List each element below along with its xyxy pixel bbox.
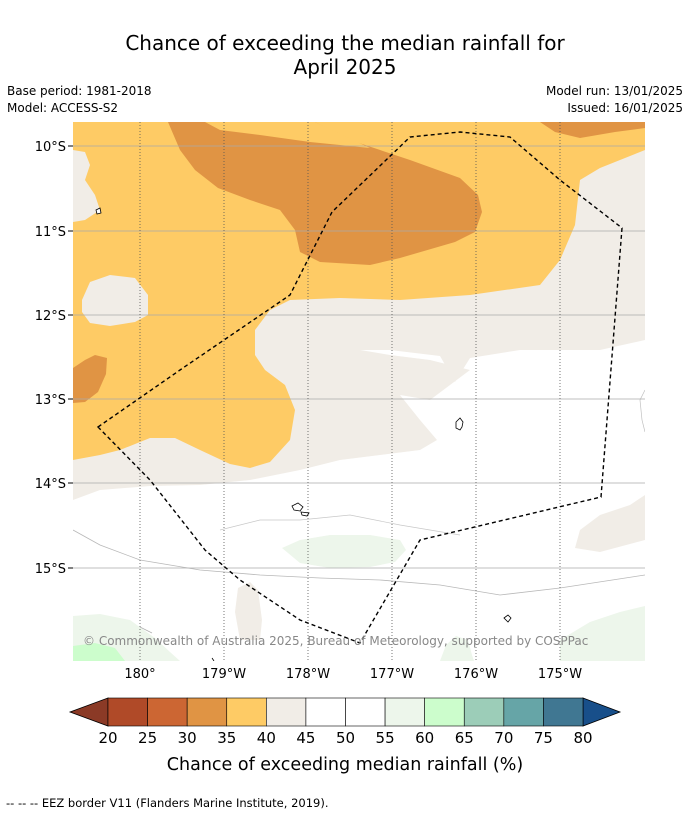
region-35-40-notch <box>205 122 370 148</box>
eez-border <box>96 131 623 644</box>
island-south <box>503 614 512 623</box>
map-panel <box>73 122 645 661</box>
colorbar-segment <box>147 697 188 727</box>
lat-label: 10°S <box>35 140 66 155</box>
issued-label: Issued: 16/01/2025 <box>567 101 683 115</box>
lon-label: 179°W <box>202 667 246 682</box>
colorbar-segment <box>543 697 584 727</box>
lat-label: 11°S <box>35 225 66 240</box>
island-west <box>95 207 102 215</box>
lon-label: 176°W <box>454 667 498 682</box>
region-40-45-west-lobe <box>73 150 100 222</box>
colorbar-segment <box>107 697 148 727</box>
region-35-40 <box>73 122 645 468</box>
latitude-ticks <box>68 145 73 569</box>
colorbar-segment <box>384 697 425 727</box>
region-60-65-southwest <box>73 643 125 661</box>
island-southwest-b <box>300 511 310 517</box>
lat-label: 13°S <box>35 393 66 408</box>
lon-label: 180° <box>124 667 155 682</box>
model-label: Model: ACCESS-S2 <box>7 101 119 115</box>
colorbar-segment <box>424 697 465 727</box>
colorbar-tick-label: 20 <box>98 729 117 747</box>
chart-title-line1: Chance of exceeding the median rainfall … <box>125 31 565 55</box>
latitude-labels: 10°S 11°S 12°S 13°S 14°S 15°S <box>35 140 66 577</box>
colorbar-tick-label: 45 <box>296 729 315 747</box>
colorbar-segment <box>463 697 505 727</box>
lon-label: 177°W <box>370 667 414 682</box>
region-40-45-small-island <box>235 582 262 640</box>
colorbar: 20 25 30 35 40 45 50 55 60 65 70 75 80 <box>68 697 622 747</box>
colorbar-segment <box>266 697 307 727</box>
region-30-35-west <box>73 355 107 403</box>
colorbar-under-arrow <box>68 697 109 727</box>
colorbar-tick-label: 25 <box>138 729 157 747</box>
colorbar-tick-label: 70 <box>494 729 513 747</box>
longitude-labels: 180° 179°W 178°W 177°W 176°W 175°W <box>124 667 582 682</box>
lat-label: 14°S <box>35 477 66 492</box>
colorbar-segment <box>345 697 386 727</box>
region-40-45-east <box>575 495 645 552</box>
lat-label: 15°S <box>35 562 66 577</box>
colorbar-tick-label: 80 <box>573 729 592 747</box>
contour-line-lower <box>219 514 461 536</box>
contour-line-south <box>73 529 645 596</box>
colorbar-segment <box>503 697 544 727</box>
island-edge-south <box>211 657 215 661</box>
colorbar-over-arrow <box>582 697 622 727</box>
latitude-gridlines <box>73 145 645 569</box>
colorbar-tick-label: 40 <box>257 729 276 747</box>
colorbar-tick-label: 30 <box>178 729 197 747</box>
eez-footnote: -- -- -- EEZ border V11 (Flanders Marine… <box>6 796 329 810</box>
colorbar-segment <box>226 697 267 727</box>
island-southwest-a <box>291 502 304 512</box>
lon-label: 178°W <box>286 667 330 682</box>
colorbar-tick-label: 35 <box>217 729 236 747</box>
colorbar-segment <box>186 697 228 727</box>
region-40-45-west-blob <box>82 275 148 326</box>
colorbar-tick-label: 60 <box>415 729 434 747</box>
lat-label: 12°S <box>35 309 66 324</box>
region-55-60-central <box>282 535 406 568</box>
contour-line-southwest <box>139 626 153 634</box>
region-55-60-southeast <box>560 606 645 661</box>
island-east <box>455 417 464 431</box>
copyright-notice: © Commonwealth of Australia 2025, Bureau… <box>83 634 588 648</box>
model-run-label: Model run: 13/01/2025 <box>545 84 683 98</box>
colorbar-tick-label: 75 <box>534 729 553 747</box>
contour-line-east <box>639 389 645 433</box>
colorbar-tick-label: 55 <box>376 729 395 747</box>
base-period-label: Base period: 1981-2018 <box>7 84 152 98</box>
chart-title-line2: April 2025 <box>293 55 397 79</box>
region-30-35-central <box>168 122 482 265</box>
colorbar-label: Chance of exceeding median rainfall (%) <box>167 755 523 775</box>
region-55-60-south <box>440 636 474 661</box>
colorbar-tick-label: 50 <box>336 729 355 747</box>
region-30-35-northeast <box>540 122 645 138</box>
lon-label: 175°W <box>538 667 582 682</box>
colorbar-tick-label: 65 <box>455 729 474 747</box>
colorbar-segment <box>305 697 346 727</box>
